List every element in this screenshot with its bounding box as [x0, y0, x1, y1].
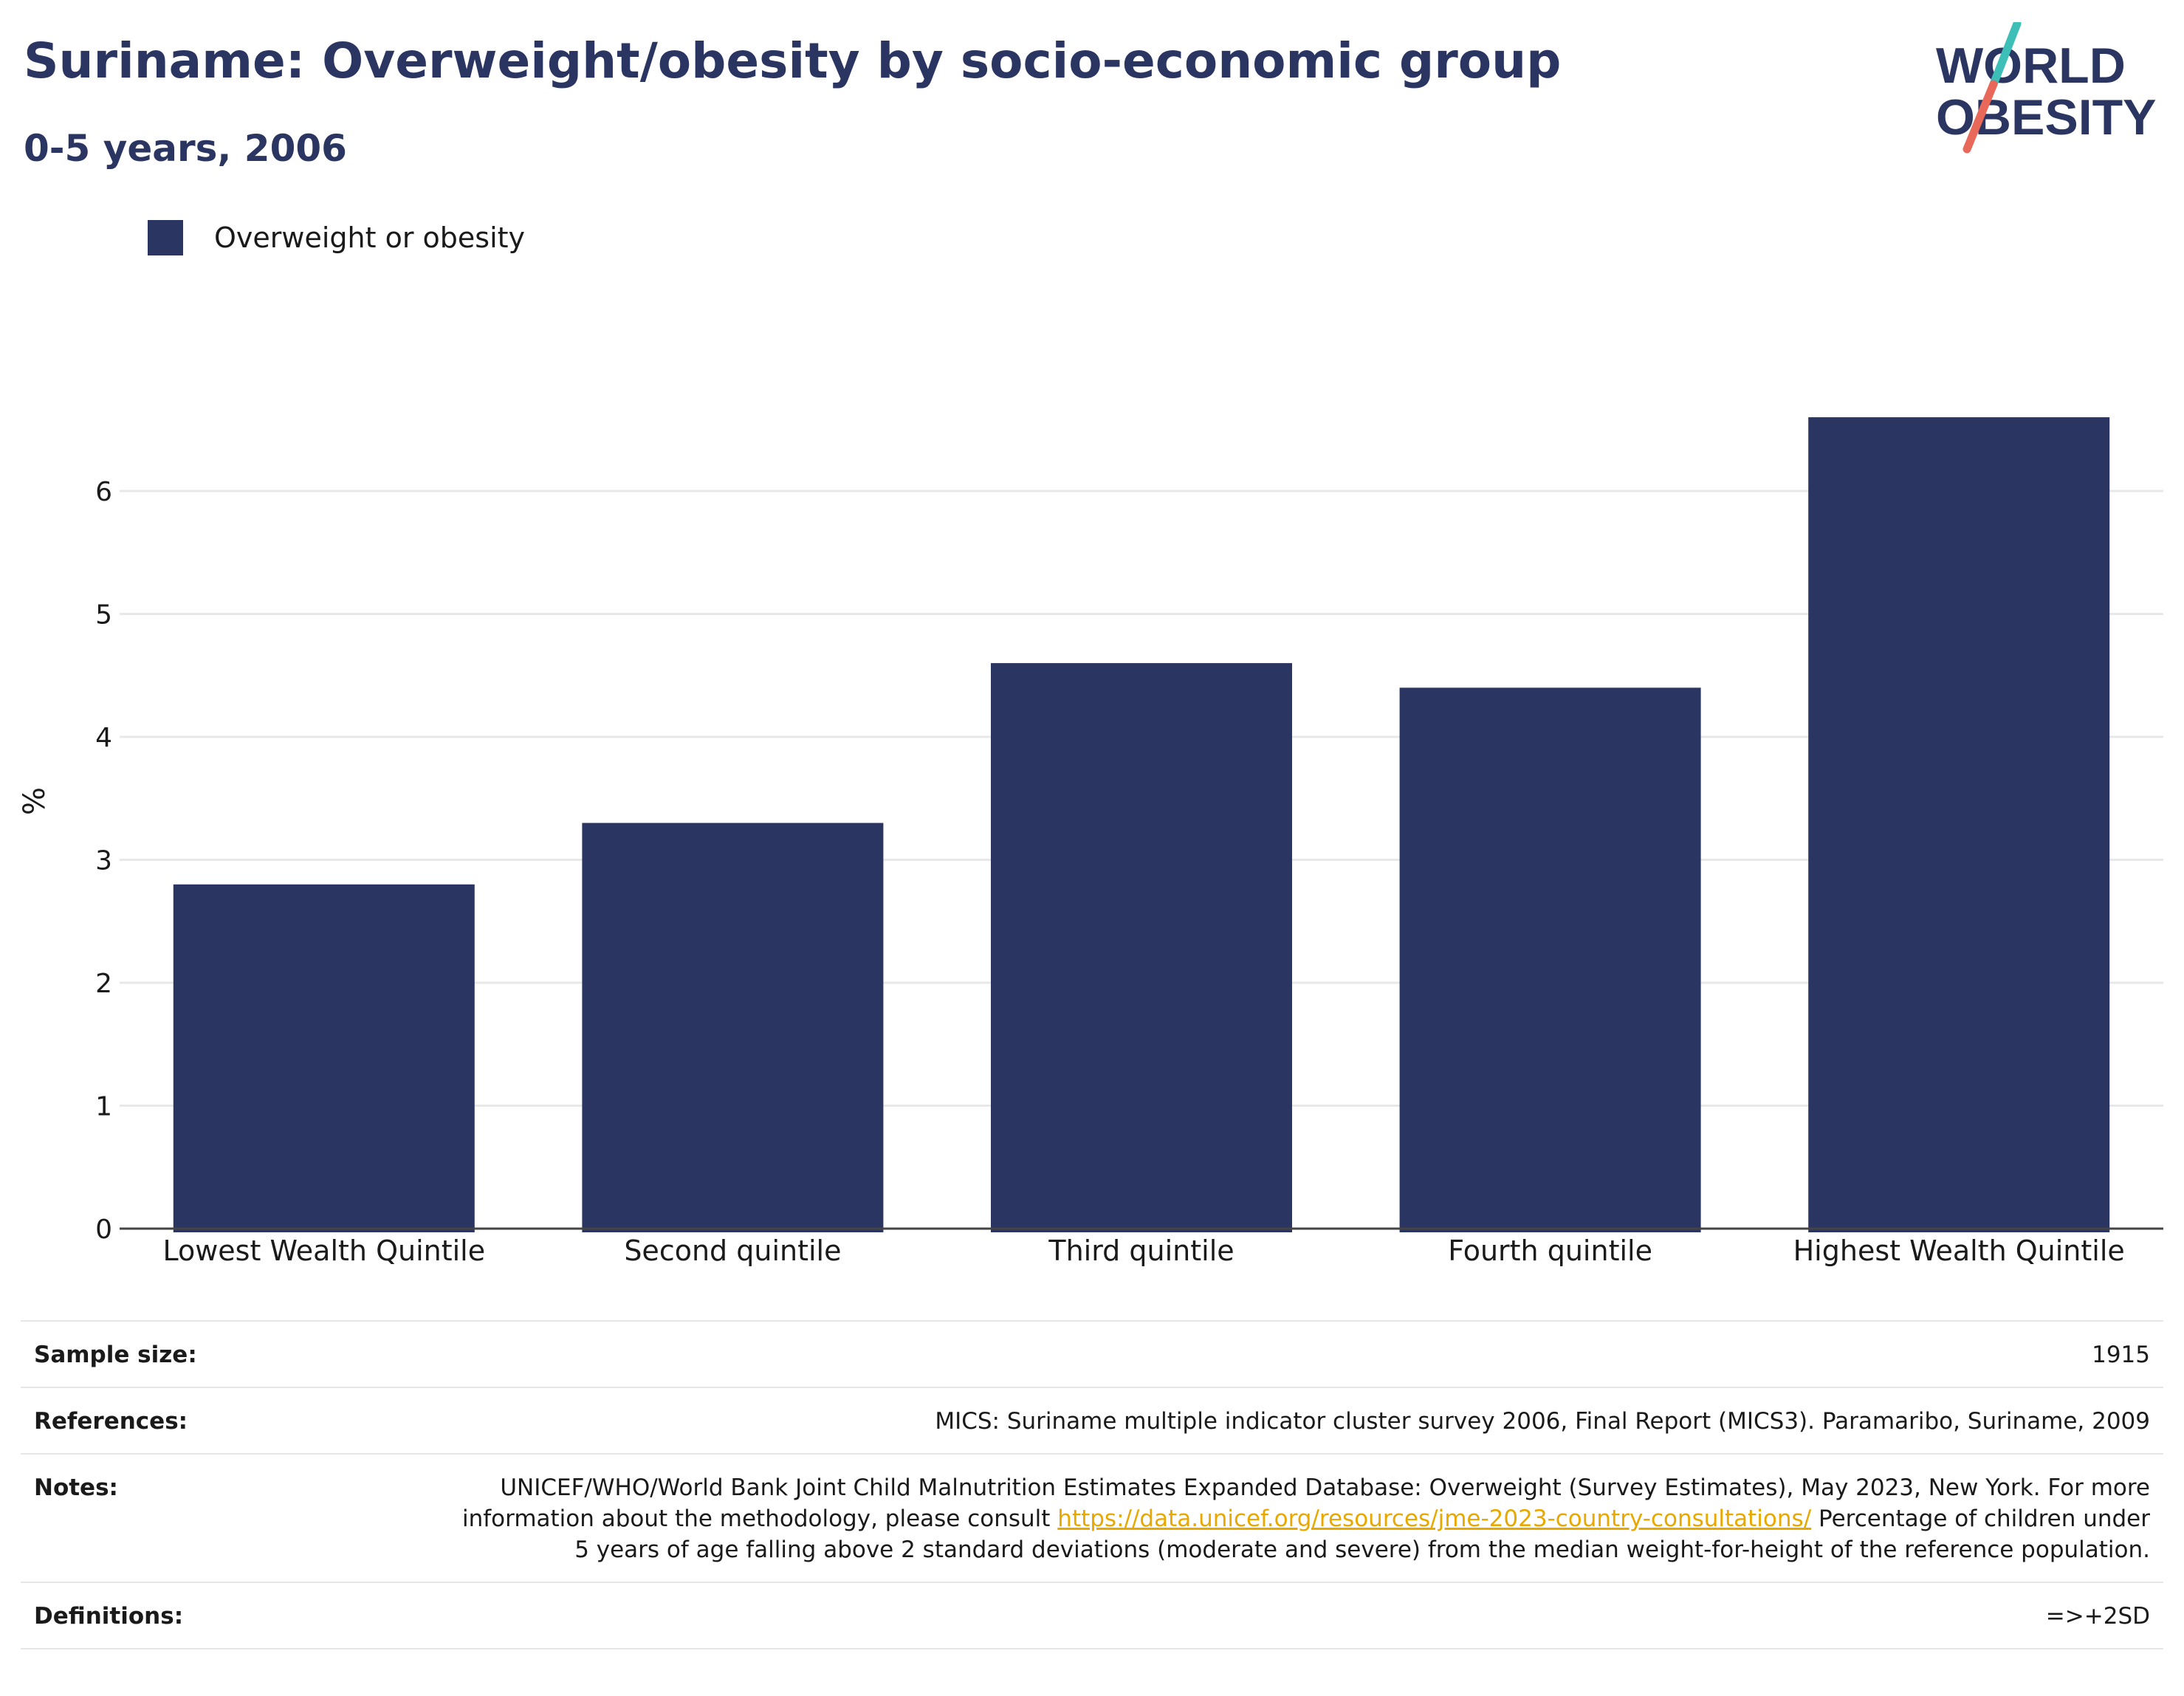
x-tick-label: Highest Wealth Quintile: [1793, 1235, 2125, 1267]
notes-link[interactable]: https://data.unicef.org/resources/jme-20…: [1057, 1506, 1812, 1532]
info-row-sample-size: Sample size: 1915: [21, 1322, 2163, 1388]
y-tick-label: 4: [95, 723, 112, 753]
x-tick-label: Second quintile: [624, 1235, 841, 1267]
info-table: Sample size: 1915 References: MICS: Suri…: [21, 1320, 2163, 1649]
info-row-notes: Notes: UNICEF/WHO/World Bank Joint Child…: [21, 1455, 2163, 1583]
y-tick-label: 3: [95, 846, 112, 876]
logo-slash-top: [1989, 22, 2022, 89]
logo-slash-bottom: [1962, 80, 1998, 154]
bar: [173, 884, 475, 1232]
x-tick-label: Third quintile: [1048, 1235, 1234, 1267]
references-value: MICS: Suriname multiple indicator cluste…: [935, 1408, 2150, 1435]
chart-legend[interactable]: Overweight or obesity: [148, 220, 525, 255]
notes-value: UNICEF/WHO/World Bank Joint Child Malnut…: [452, 1472, 2150, 1565]
logo-text-world: WORLD: [1936, 38, 2126, 94]
bar: [582, 823, 884, 1232]
page-subtitle: 0-5 years, 2006: [24, 127, 347, 170]
info-row-definitions: Definitions: =>+2SD: [21, 1583, 2163, 1649]
y-axis-label: %: [18, 787, 52, 815]
world-obesity-logo: WORLD OBESITY: [1936, 22, 2157, 154]
sample-size-label: Sample size:: [34, 1342, 197, 1368]
references-label: References:: [34, 1408, 188, 1435]
bar: [991, 663, 1292, 1232]
notes-text-after: Percentage of children under 5 years of …: [574, 1506, 2150, 1563]
page-title: Suriname: Overweight/obesity by socio-ec…: [24, 32, 1562, 89]
bar: [1399, 687, 1701, 1232]
sample-size-value: 1915: [2092, 1342, 2150, 1368]
notes-label: Notes:: [34, 1474, 118, 1501]
y-tick-label: 5: [95, 600, 112, 631]
y-tick-label: 6: [95, 477, 112, 507]
definitions-value: =>+2SD: [2045, 1603, 2150, 1630]
legend-label: Overweight or obesity: [214, 222, 526, 254]
definitions-label: Definitions:: [34, 1603, 184, 1630]
notes-text-before: UNICEF/WHO/World Bank Joint Child Malnut…: [461, 1474, 2150, 1532]
y-tick-label: 2: [95, 969, 112, 999]
legend-swatch: [148, 220, 183, 255]
x-tick-label: Fourth quintile: [1448, 1235, 1652, 1267]
y-tick-label: 0: [95, 1215, 112, 1245]
bar-chart: 0 1 2 3 4 5 6% Lowest Wealth Quintile Second qui…: [18, 417, 2163, 1267]
bar: [1808, 417, 2110, 1232]
info-row-references: References: MICS: Suriname multiple indi…: [21, 1388, 2163, 1455]
x-tick-label: Lowest Wealth Quintile: [162, 1235, 485, 1267]
y-tick-label: 1: [95, 1092, 112, 1122]
